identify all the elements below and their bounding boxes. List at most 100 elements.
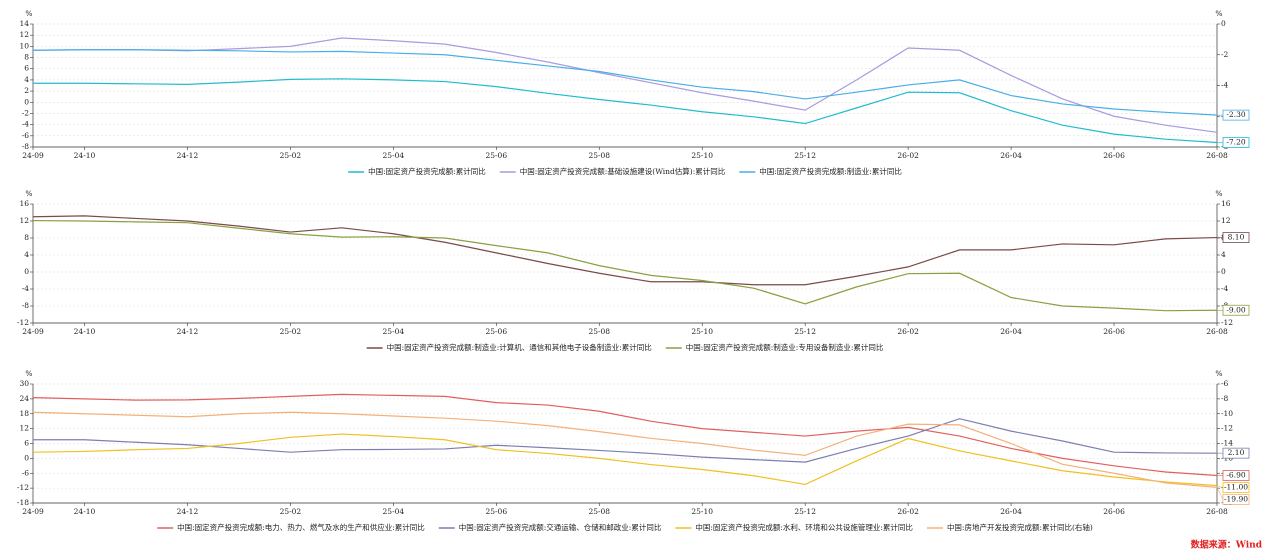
y-tick-label: -8 [22, 301, 30, 310]
end-label: -2.30 [1217, 109, 1250, 121]
y2-tick-label: -12 [1221, 424, 1233, 433]
y-axis-unit: % [25, 369, 32, 378]
x-tick-label: 26-08 [1206, 151, 1228, 160]
x-tick-label: 26-06 [1103, 327, 1125, 336]
x-tick-label: 25-02 [280, 507, 302, 516]
y-tick-label: -2 [22, 108, 30, 117]
x-tick-label: 25-02 [280, 327, 302, 336]
y2-tick-label: -2 [1221, 50, 1229, 59]
x-tick-label: 24-09 [22, 151, 44, 160]
y-tick-label: -6 [22, 131, 30, 140]
series-line [32, 393, 1218, 477]
x-tick-label: 25-10 [691, 151, 713, 160]
y-tick-label: 24 [19, 394, 29, 403]
legend-label: 中国:固定资产投资完成额:制造业:计算机、通信和其他电子设备制造业:累计同比 [387, 342, 653, 352]
y2-tick-label: 0 [1221, 267, 1226, 276]
end-label: -9.00 [1217, 304, 1250, 316]
y-tick-label: -12 [17, 483, 29, 492]
end-label: -19.90 [1216, 487, 1250, 505]
y2-tick-label: 12 [1221, 216, 1231, 225]
x-tick-label: 26-04 [1000, 327, 1022, 336]
end-label: -6.90 [1217, 470, 1250, 481]
y-tick-label: 0 [24, 97, 29, 106]
end-label-text: -9.00 [1226, 305, 1245, 314]
y-tick-label: -4 [22, 120, 30, 129]
x-tick-label: 25-04 [383, 151, 405, 160]
y-tick-label: 4 [24, 75, 29, 84]
x-tick-label: 26-06 [1103, 151, 1125, 160]
y-tick-label: 12 [19, 424, 29, 433]
y2-tick-label: -12 [1221, 318, 1233, 327]
x-tick-label: 25-06 [485, 151, 507, 160]
series-line [32, 215, 1218, 286]
end-label: 2.10 [1217, 447, 1250, 459]
series-line [32, 433, 1218, 487]
y-tick-label: -8 [22, 142, 30, 151]
x-tick-label: 25-12 [794, 327, 816, 336]
y-tick-label: -4 [22, 284, 30, 293]
end-label-text: -11.00 [1224, 482, 1248, 491]
legend-label: 中国:固定资产投资完成额:水利、环境和公共设施管理业:累计同比 [695, 522, 913, 532]
x-tick-label: 25-06 [485, 327, 507, 336]
series-line [32, 411, 1218, 488]
y2-tick-label: -4 [1221, 284, 1229, 293]
x-tick-label: 24-09 [22, 327, 44, 336]
x-tick-label: 25-08 [588, 151, 610, 160]
x-tick-label: 25-04 [383, 507, 405, 516]
x-tick-label: 26-02 [897, 507, 919, 516]
end-label: -11.00 [1216, 482, 1250, 493]
x-tick-label: 26-06 [1103, 507, 1125, 516]
y-axis-unit: % [25, 189, 32, 198]
x-tick-label: 25-10 [691, 327, 713, 336]
x-tick-label: 26-02 [897, 327, 919, 336]
y-tick-label: 4 [24, 250, 29, 259]
series-line [33, 418, 1218, 463]
y2-tick-label: 0 [1221, 19, 1226, 28]
y2-axis-unit: % [1215, 189, 1222, 198]
y2-axis-unit: % [1215, 369, 1222, 378]
x-tick-label: 26-08 [1206, 507, 1228, 516]
y-tick-label: -12 [17, 318, 29, 327]
x-tick-label: 26-04 [1000, 507, 1022, 516]
end-label-text: 2.10 [1228, 448, 1245, 457]
x-tick-label: 25-12 [794, 151, 816, 160]
series-line [32, 219, 1218, 312]
x-tick-label: 25-06 [485, 507, 507, 516]
source-note: 数据来源：Wind [1191, 539, 1263, 551]
y-tick-label: 30 [19, 379, 29, 388]
legend: 中国:固定资产投资完成额:制造业:计算机、通信和其他电子设备制造业:累计同比 中国… [366, 342, 884, 352]
y2-tick-label: -8 [1221, 394, 1229, 403]
legend-label: 中国:固定资产投资完成额:电力、热力、燃气及水的生产和供应业:累计同比 [177, 522, 425, 532]
y-tick-label: -6 [22, 468, 30, 477]
y2-tick-label: -4 [1221, 81, 1229, 90]
y2-tick-label: -10 [1221, 409, 1233, 418]
x-tick-label: 25-10 [691, 507, 713, 516]
x-tick-label: 24-12 [177, 507, 199, 516]
series-line [33, 78, 1218, 144]
x-tick-label: 24-10 [74, 507, 96, 516]
y-tick-label: 6 [24, 439, 29, 448]
y-tick-label: 18 [19, 409, 29, 418]
x-tick-label: 25-12 [794, 507, 816, 516]
series-line [32, 49, 1218, 116]
y2-tick-label: 4 [1221, 250, 1226, 259]
end-label-connector [1216, 485, 1224, 488]
y-tick-label: -18 [17, 498, 29, 507]
end-label-text: -2.30 [1226, 110, 1245, 119]
x-tick-label: 26-02 [897, 151, 919, 160]
x-tick-label: 24-10 [74, 327, 96, 336]
x-tick-label: 26-04 [1000, 151, 1022, 160]
y-tick-label: 2 [24, 86, 29, 95]
y-tick-label: 8 [24, 233, 29, 242]
y-tick-label: 0 [24, 453, 29, 462]
legend-label: 中国:固定资产投资完成额:制造业:累计同比 [759, 166, 902, 176]
y2-tick-label: -14 [1221, 439, 1233, 448]
legend: 中国:固定资产投资完成额:累计同比 中国:固定资产投资完成额:基础设施建设(Win… [348, 166, 902, 176]
y-tick-label: 12 [19, 216, 29, 225]
y-tick-label: 12 [19, 30, 29, 39]
end-label-text: -19.90 [1224, 494, 1248, 503]
x-tick-label: 25-08 [588, 327, 610, 336]
series-line [32, 37, 1218, 133]
x-tick-label: 24-12 [177, 151, 199, 160]
